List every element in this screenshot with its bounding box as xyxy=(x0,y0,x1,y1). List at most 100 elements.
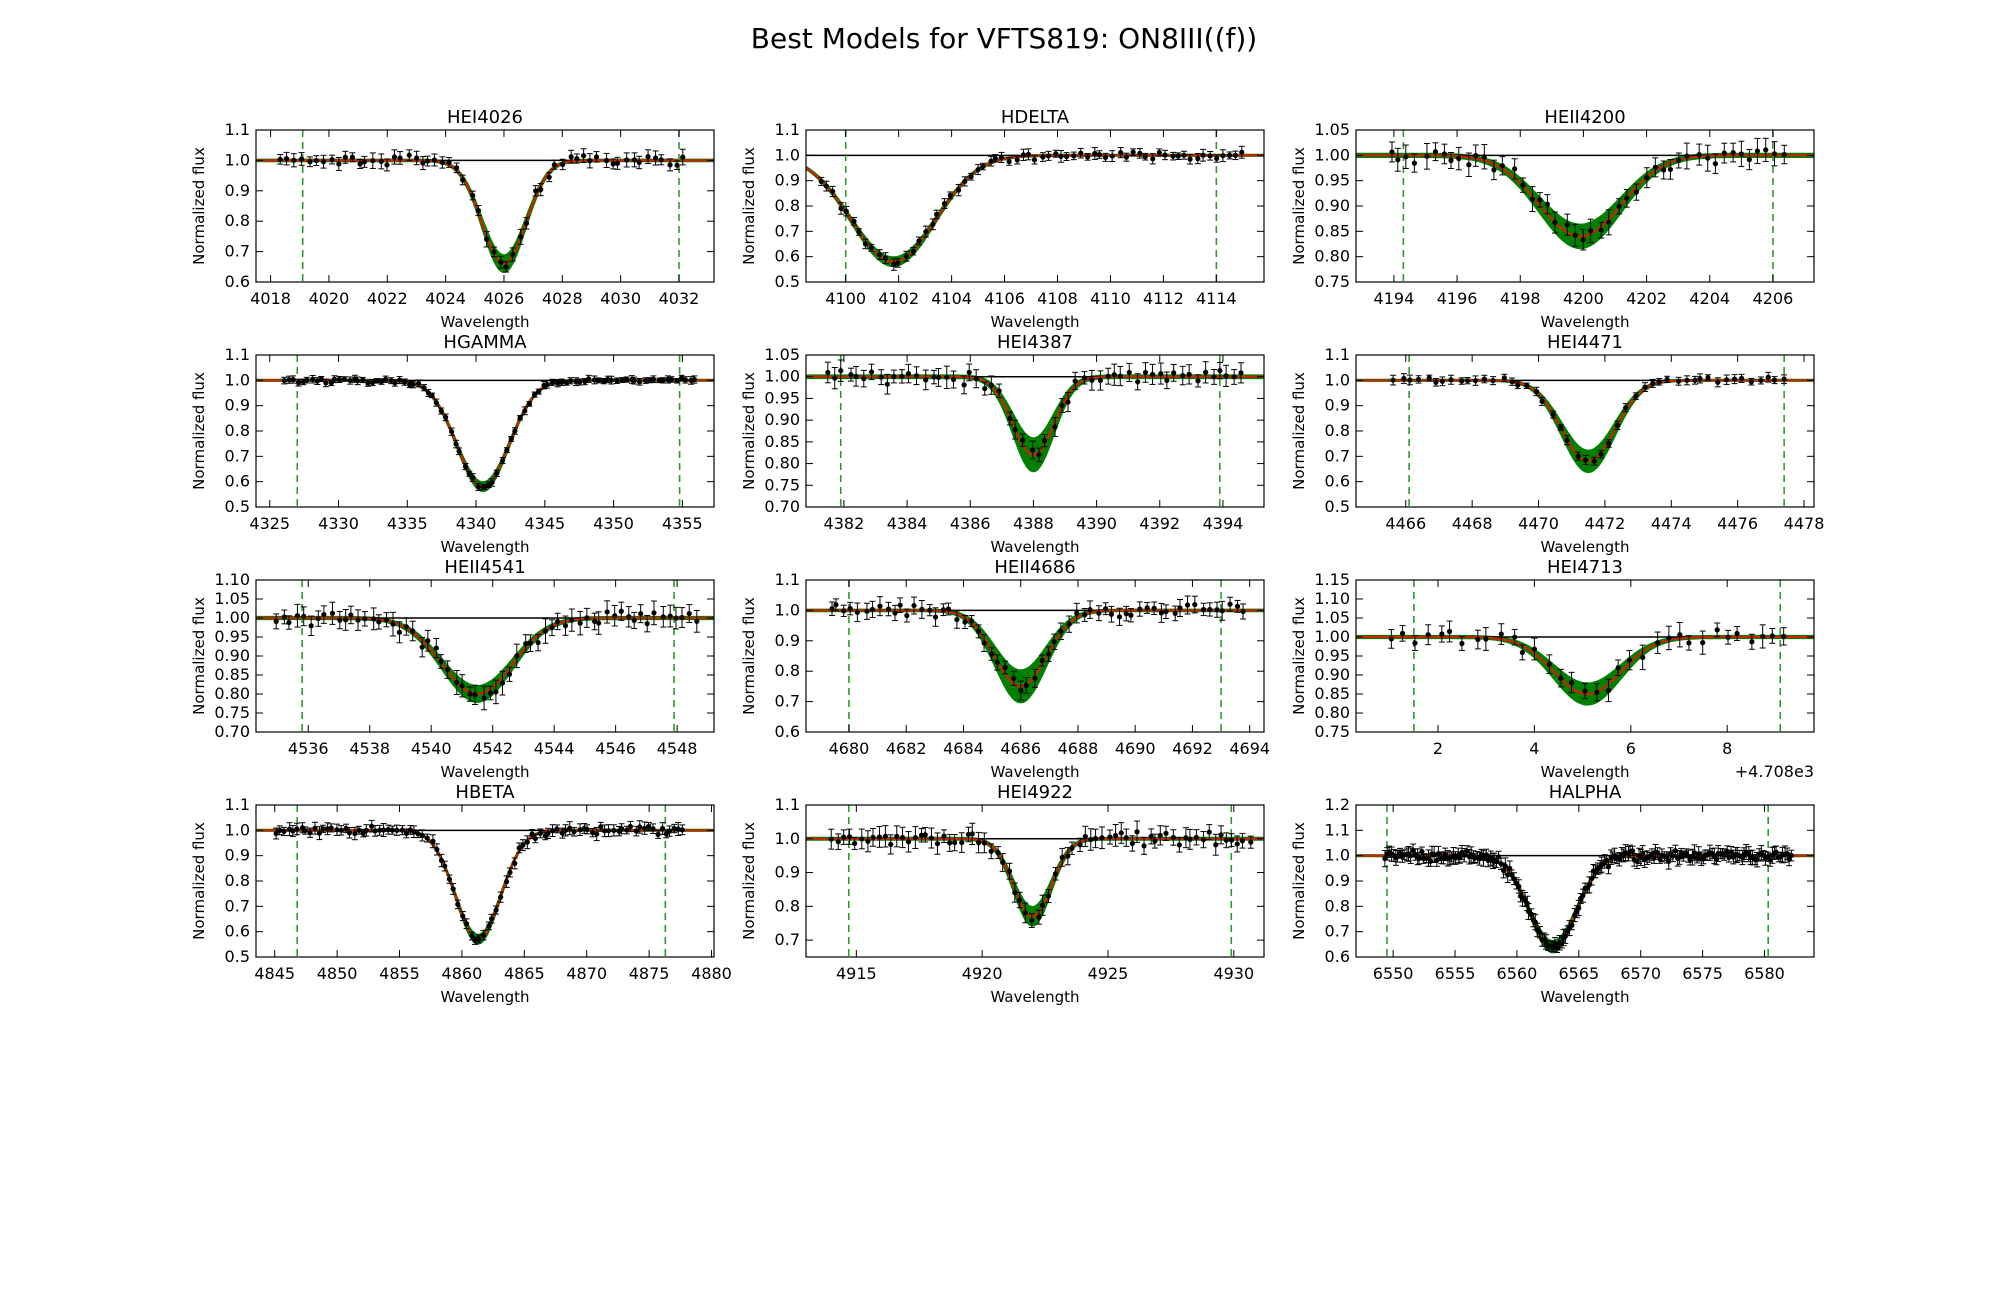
y-tick-label: 1.1 xyxy=(225,120,250,139)
data-point xyxy=(538,186,544,193)
data-point xyxy=(682,377,688,383)
data-point xyxy=(1007,415,1013,421)
y-tick-label: 1.0 xyxy=(775,145,800,164)
data-point xyxy=(1448,157,1454,164)
data-point xyxy=(1156,149,1162,156)
data-point xyxy=(892,610,898,616)
data-point xyxy=(365,380,371,386)
data-point xyxy=(520,842,526,848)
data-point xyxy=(1176,842,1182,848)
data-point xyxy=(994,659,1000,666)
data-point xyxy=(567,378,574,384)
data-point xyxy=(1623,405,1629,411)
data-point xyxy=(1788,852,1794,859)
data-point xyxy=(1135,379,1141,385)
panel-title: HEI4713 xyxy=(1547,557,1623,578)
data-point xyxy=(852,840,858,847)
data-point xyxy=(1599,862,1605,868)
data-point xyxy=(1039,657,1045,664)
data-point xyxy=(1781,151,1787,158)
plot-area xyxy=(806,580,1264,732)
x-tick-label: 4114 xyxy=(1196,289,1237,308)
data-point xyxy=(843,208,849,214)
data-point xyxy=(1605,864,1612,870)
data-point xyxy=(449,429,455,435)
y-tick-label: 0.90 xyxy=(214,646,250,665)
data-point xyxy=(956,187,962,193)
y-tick-label: 0.95 xyxy=(1314,646,1350,665)
panel-hei4026: 4018 4020 4022 4024 4026 4028 4030 4032 0.6 0.7 0.… xyxy=(190,107,715,331)
data-point xyxy=(1092,835,1099,842)
data-point xyxy=(899,834,906,841)
data-point xyxy=(1025,151,1032,157)
data-point xyxy=(1749,639,1755,645)
data-point xyxy=(1432,149,1439,155)
data-point xyxy=(1109,153,1115,159)
data-point xyxy=(1439,631,1445,637)
data-point xyxy=(877,603,883,609)
data-point xyxy=(1664,376,1670,383)
data-point xyxy=(463,921,470,927)
data-point xyxy=(403,624,409,630)
data-point xyxy=(913,373,920,379)
y-tick-label: 0.9 xyxy=(225,846,250,865)
data-point xyxy=(523,640,529,647)
data-point xyxy=(1022,910,1028,916)
data-point xyxy=(891,373,897,380)
data-point xyxy=(1223,837,1229,843)
data-point xyxy=(321,612,327,618)
x-tick-label: 4108 xyxy=(1037,289,1078,308)
data-point xyxy=(1238,370,1244,376)
data-point xyxy=(527,640,534,646)
data-point xyxy=(273,618,279,624)
data-point xyxy=(1689,854,1695,860)
data-point xyxy=(1564,437,1570,443)
data-point xyxy=(923,377,929,383)
y-tick-label: 0.5 xyxy=(1325,497,1350,516)
data-point xyxy=(633,828,639,834)
data-point xyxy=(544,381,550,388)
y-tick-label: 0.7 xyxy=(775,692,800,711)
data-point xyxy=(674,162,680,168)
data-point xyxy=(385,827,391,833)
data-point xyxy=(421,385,427,391)
data-point xyxy=(1117,373,1123,379)
data-point xyxy=(1676,157,1682,164)
data-point xyxy=(586,376,592,382)
y-tick-label: 0.70 xyxy=(764,497,800,516)
x-tick-label: 4340 xyxy=(456,514,497,533)
y-tick-label: 0.6 xyxy=(775,722,800,741)
data-point xyxy=(830,188,836,195)
data-point xyxy=(1640,654,1646,660)
data-point xyxy=(354,378,361,384)
y-axis-label: Normalized flux xyxy=(740,597,758,715)
data-point xyxy=(966,369,972,375)
panel-title: HEII4200 xyxy=(1544,107,1625,128)
data-point xyxy=(442,863,448,869)
x-axis-label: Wavelength xyxy=(991,538,1080,556)
data-point xyxy=(962,178,968,184)
x-tick-label: 4850 xyxy=(317,964,358,983)
panel-title: HGAMMA xyxy=(443,332,527,353)
data-point xyxy=(1501,375,1507,381)
data-point xyxy=(1667,166,1674,172)
y-tick-label: 1.15 xyxy=(1314,570,1350,589)
plot-area xyxy=(256,355,714,507)
data-point xyxy=(397,155,403,161)
x-tick-label: 4542 xyxy=(472,739,513,758)
y-tick-label: 0.85 xyxy=(214,665,250,684)
data-point xyxy=(1425,632,1431,638)
data-point xyxy=(349,154,355,160)
data-point xyxy=(694,618,700,624)
data-point xyxy=(1142,369,1149,376)
data-point xyxy=(1175,153,1181,159)
panel-heii4200: 4194 4196 4198 4200 4202 4204 4206 0.75 0.80 0.85… xyxy=(1290,107,1815,331)
data-point xyxy=(1018,687,1024,694)
data-point xyxy=(376,619,382,625)
panel-title: HEII4686 xyxy=(994,557,1075,578)
x-tick-label: 4355 xyxy=(662,514,703,533)
data-point xyxy=(277,156,283,162)
data-point xyxy=(372,828,378,834)
data-point xyxy=(1472,378,1479,384)
data-point xyxy=(1515,382,1521,388)
